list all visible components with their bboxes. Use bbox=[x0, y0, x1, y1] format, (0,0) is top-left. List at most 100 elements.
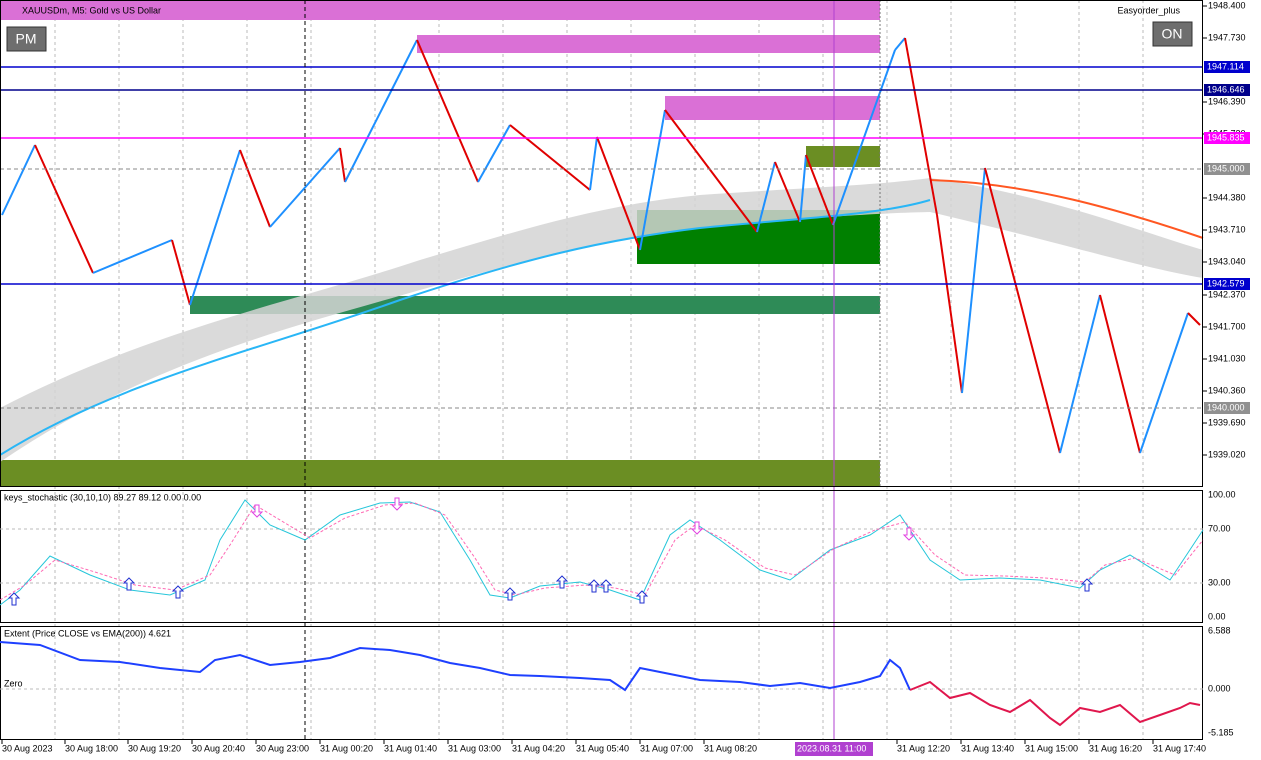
zigzag-segment bbox=[799, 154, 807, 223]
buy-arrow bbox=[122, 577, 136, 591]
zone bbox=[806, 146, 880, 167]
time-label: 31 Aug 01:40 bbox=[384, 743, 437, 753]
level-box bbox=[1204, 84, 1250, 96]
pm-button[interactable]: PM bbox=[6, 26, 47, 52]
zigzag-segment bbox=[1059, 294, 1101, 454]
on-button[interactable]: ON bbox=[1152, 21, 1193, 47]
time-label: 31 Aug 16:20 bbox=[1089, 743, 1142, 753]
time-label: 31 Aug 04:20 bbox=[512, 743, 565, 753]
price-label: 1947.730 bbox=[1208, 32, 1246, 42]
zigzag-segment bbox=[1187, 312, 1201, 326]
time-label: 30 Aug 2023 bbox=[2, 743, 53, 753]
zigzag-segment bbox=[416, 39, 479, 183]
zone bbox=[0, 460, 880, 487]
stoch-axis-label: 70.00 bbox=[1208, 523, 1231, 533]
extent-axis-label: 0.000 bbox=[1208, 683, 1231, 693]
main-panel bbox=[0, 0, 1203, 487]
buy-arrow bbox=[503, 587, 517, 601]
zigzag-segment bbox=[477, 124, 511, 183]
zigzag-segment bbox=[984, 167, 1061, 454]
time-label: 31 Aug 13:40 bbox=[961, 743, 1014, 753]
time-label: 30 Aug 19:20 bbox=[128, 743, 181, 753]
zigzag-segment bbox=[1099, 294, 1141, 454]
level-label: 1945.000 bbox=[1207, 163, 1245, 173]
zigzag-segment bbox=[596, 136, 641, 251]
zigzag-segment bbox=[269, 147, 341, 228]
sell-arrow bbox=[902, 527, 916, 541]
zigzag-segment bbox=[239, 149, 271, 228]
level-label: 1945.835 bbox=[1207, 132, 1245, 142]
time-label: 31 Aug 15:00 bbox=[1025, 743, 1078, 753]
zone bbox=[0, 0, 880, 20]
price-label: 1941.700 bbox=[1208, 321, 1246, 331]
zigzag-segment bbox=[589, 136, 598, 191]
ema-band bbox=[0, 178, 1203, 462]
extent-axis-label: 6.588 bbox=[1208, 625, 1231, 635]
stochastic-panel bbox=[0, 490, 1203, 623]
time-label: 31 Aug 12:20 bbox=[897, 743, 950, 753]
sell-arrow bbox=[250, 504, 264, 518]
time-label: 30 Aug 23:00 bbox=[256, 743, 309, 753]
level-box bbox=[1204, 278, 1250, 290]
button-label[interactable]: ON bbox=[1162, 26, 1183, 42]
zigzag-segment bbox=[339, 147, 346, 183]
zone bbox=[417, 35, 880, 53]
time-label: 31 Aug 08:20 bbox=[704, 743, 757, 753]
expert-name: Easyorder_plus bbox=[1117, 5, 1180, 15]
level-label: 1942.579 bbox=[1207, 278, 1245, 288]
zigzag-segment bbox=[1, 144, 36, 216]
button-bg bbox=[1152, 21, 1193, 47]
level-label: 1946.646 bbox=[1207, 84, 1245, 94]
extent-line bbox=[909, 680, 1201, 727]
price-label: 1948.400 bbox=[1208, 0, 1246, 10]
symbol-title: XAUUSDm, M5: Gold vs US Dollar bbox=[22, 5, 161, 15]
time-label: 31 Aug 17:40 bbox=[1153, 743, 1206, 753]
zigzag-segment bbox=[509, 124, 591, 191]
zigzag-segment bbox=[171, 239, 191, 306]
ema-line bbox=[0, 199, 931, 456]
time-label: 30 Aug 18:00 bbox=[65, 743, 118, 753]
button-label[interactable]: PM bbox=[16, 31, 37, 47]
buy-arrow bbox=[7, 592, 21, 606]
zigzag-segment bbox=[936, 214, 963, 394]
zigzag-segment bbox=[756, 161, 776, 233]
buy-arrow bbox=[635, 590, 649, 604]
price-label: 1939.690 bbox=[1208, 417, 1246, 427]
extent-panel bbox=[0, 626, 1203, 740]
zigzag-segment bbox=[894, 37, 906, 51]
button-bg bbox=[6, 26, 47, 52]
time-label: 30 Aug 20:40 bbox=[192, 743, 245, 753]
ema-line bbox=[929, 179, 1204, 239]
buy-arrow bbox=[1080, 578, 1094, 592]
buy-arrow bbox=[171, 585, 185, 599]
price-label: 1943.040 bbox=[1208, 256, 1246, 266]
cursor-time: 2023.08.31 11:00 bbox=[797, 743, 866, 753]
stochastic-signal bbox=[0, 502, 1204, 601]
price-label: 1940.360 bbox=[1208, 385, 1246, 395]
buy-arrow bbox=[587, 579, 601, 593]
extent-line bbox=[0, 641, 911, 692]
price-label: 1942.370 bbox=[1208, 289, 1246, 299]
zone bbox=[665, 96, 880, 120]
zigzag-segment bbox=[664, 109, 758, 233]
signal-arrows bbox=[7, 497, 1094, 606]
zigzag-segment bbox=[961, 167, 986, 394]
zigzag bbox=[1, 37, 1201, 454]
stoch-axis-label: 30.00 bbox=[1208, 577, 1231, 587]
price-label: 1946.390 bbox=[1208, 96, 1246, 106]
stoch-axis-label: 0.00 bbox=[1208, 611, 1226, 621]
level-box bbox=[1204, 132, 1250, 144]
level-box bbox=[1204, 163, 1250, 175]
zigzag-segment bbox=[1139, 312, 1189, 454]
time-label: 31 Aug 00:20 bbox=[320, 743, 373, 753]
time-label: 31 Aug 03:00 bbox=[448, 743, 501, 753]
price-label: 1941.030 bbox=[1208, 353, 1246, 363]
cursor-time-box bbox=[795, 742, 873, 756]
zero-label: Zero bbox=[4, 678, 23, 688]
stoch-axis-label: 100.00 bbox=[1208, 489, 1236, 499]
price-label: 1939.020 bbox=[1208, 449, 1246, 459]
level-label: 1940.000 bbox=[1207, 402, 1245, 412]
zigzag-segment bbox=[639, 109, 666, 251]
time-label: 31 Aug 07:00 bbox=[640, 743, 693, 753]
